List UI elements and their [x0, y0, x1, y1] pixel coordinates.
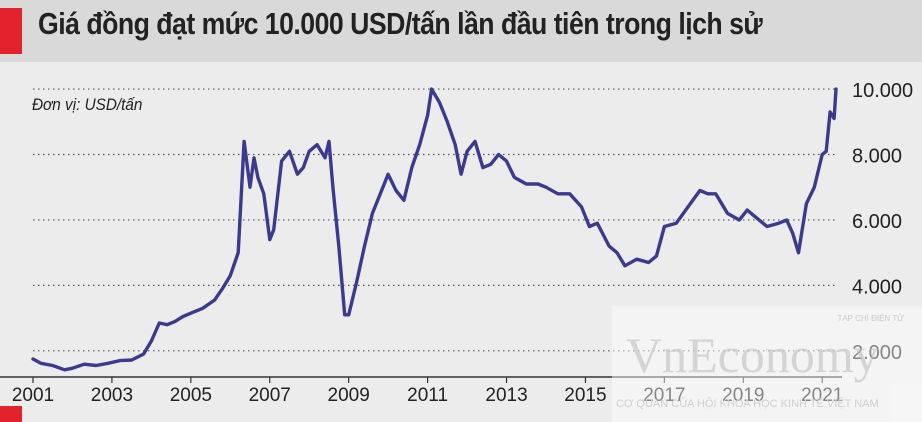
header-accent-bar	[0, 8, 22, 54]
x-tick-labels: 2001 2003 2005 2007 2009 2011 2013 2015 2017 2019…	[12, 377, 843, 406]
x-tick-label-2021: 2021	[801, 385, 843, 406]
line-chart: 2001 2003 2005 2007 2009 2011 2013 2015 2017 2019…	[0, 80, 913, 406]
x-tick-label-2019: 2019	[722, 385, 764, 406]
chart-title: Giá đồng đạt mức 10.000 USD/tấn lần đầu …	[38, 6, 763, 41]
y-tick-label-2000: 2.000	[852, 342, 902, 364]
watermark: TẠP CHÍ ĐIỆN TỬ VnEconomy CƠ QUAN CỦA HỘ…	[612, 306, 922, 422]
chart-header: Giá đồng đạt mức 10.000 USD/tấn lần đầu …	[0, 0, 922, 62]
x-tick-label-2013: 2013	[485, 385, 527, 406]
x-tick-label-2005: 2005	[170, 385, 212, 406]
y-tick-label-6000: 6.000	[852, 211, 902, 233]
x-tick-label-2003: 2003	[91, 385, 133, 406]
y-tick-label-8000: 8.000	[852, 146, 902, 168]
chart-area	[0, 62, 922, 422]
x-tick-label-2015: 2015	[564, 385, 606, 406]
y-tick-labels: 2.000 4.000 6.000 8.000 10.000	[852, 80, 913, 364]
watermark-bottom-text: CƠ QUAN CỦA HỘI KHOA HỌC KINH TẾ VIỆT NA…	[616, 398, 879, 410]
x-tick-label-2017: 2017	[643, 385, 685, 406]
bottom-accent-bar	[0, 406, 22, 422]
x-tick-label-2009: 2009	[328, 385, 370, 406]
x-tick-label-2001: 2001	[12, 385, 54, 406]
x-tick-label-2007: 2007	[249, 385, 291, 406]
grid-lines	[33, 88, 838, 352]
y-tick-label-10000: 10.000	[852, 80, 913, 102]
watermark-top-text: TẠP CHÍ ĐIỆN TỬ	[837, 314, 904, 323]
y-tick-label-4000: 4.000	[852, 276, 902, 298]
x-tick-label-2011: 2011	[407, 385, 448, 406]
series-line-0	[31, 87, 838, 372]
watermark-logo-text: VnEconomy	[626, 327, 879, 383]
series-group	[31, 87, 838, 372]
unit-label: Đơn vị: USD/tấn	[32, 95, 143, 114]
